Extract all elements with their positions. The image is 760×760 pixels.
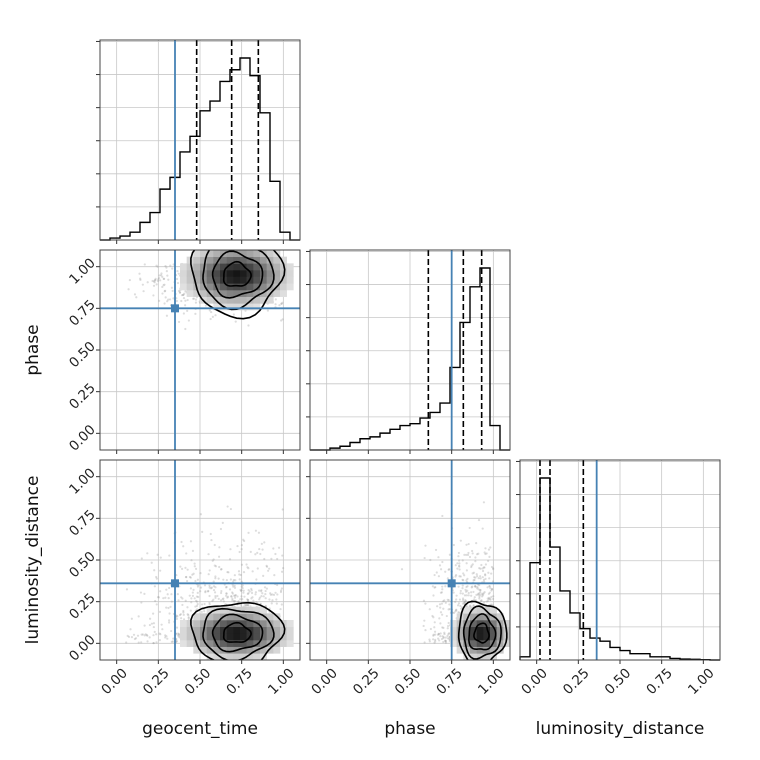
- x-tick-label: 0.75: [433, 665, 466, 698]
- x-tick-label: 1.00: [685, 665, 718, 698]
- scatter-luminosity_distance-vs-geocent_time-contour: [211, 613, 264, 653]
- hist-geocent_time-panel: [96, 39, 301, 244]
- y-tick-label: 0.00: [66, 632, 99, 665]
- y-tick-label: 1.00: [66, 255, 99, 288]
- y-tick-label: 0.00: [66, 422, 99, 455]
- y-tick-label: 0.75: [66, 297, 99, 330]
- hist-phase-frame: [309, 249, 511, 451]
- x-tick-label: 0.25: [560, 665, 593, 698]
- scatter-luminosity_distance-vs-geocent_time-contour: [190, 601, 286, 660]
- truth-marker: [171, 304, 179, 313]
- scatter-luminosity_distance-vs-geocent_time-frame: [99, 459, 301, 661]
- y-tick-label: 0.50: [66, 549, 99, 582]
- y-tick-label: 0.50: [66, 339, 99, 372]
- hist-geocent_time-frame: [99, 39, 301, 241]
- scatter-phase-vs-geocent_time-contour: [222, 260, 252, 287]
- y-axis-label-phase: phase: [23, 324, 43, 375]
- x-axis-label-geocent_time: geocent_time: [142, 719, 258, 739]
- hist-geocent_time-steps: [100, 57, 300, 241]
- y-tick-label: 1.00: [66, 465, 99, 498]
- hist-luminosity_distance-frame: [519, 459, 721, 661]
- x-tick-label: 0.00: [518, 665, 551, 698]
- truth-marker: [447, 579, 456, 588]
- scatter-luminosity_distance-vs-phase-panel: [306, 459, 511, 664]
- hist-luminosity_distance-panel: [516, 459, 721, 664]
- scatter-luminosity_distance-vs-geocent_time-contour: [222, 621, 252, 643]
- scatter-phase-vs-geocent_time-content: [100, 250, 300, 450]
- x-tick-label: 0.00: [308, 665, 341, 698]
- scatter-luminosity_distance-vs-geocent_time-panel: [96, 459, 301, 664]
- x-tick-label: 0.50: [602, 665, 635, 698]
- scatter-luminosity_distance-vs-phase-contour: [473, 622, 490, 644]
- x-tick-label: 0.50: [392, 665, 425, 698]
- x-tick-label: 1.00: [265, 665, 298, 698]
- scatter-phase-vs-geocent_time-panel: [96, 249, 301, 454]
- x-tick-label: 0.25: [350, 665, 383, 698]
- y-tick-label: 0.25: [66, 590, 99, 623]
- x-tick-label: 0.00: [98, 665, 131, 698]
- x-tick-label: 1.00: [475, 665, 508, 698]
- scatter-luminosity_distance-vs-geocent_time-content: [100, 460, 300, 660]
- truth-marker: [171, 579, 179, 588]
- x-axis-label-phase: phase: [384, 719, 435, 739]
- x-tick-label: 0.25: [140, 665, 173, 698]
- y-tick-label: 0.25: [66, 380, 99, 413]
- scatter-luminosity_distance-vs-geocent_time-contour: [202, 607, 275, 660]
- scatter-luminosity_distance-vs-phase-contour: [468, 613, 497, 651]
- hist-phase-panel: [306, 249, 511, 454]
- x-axis-label-luminosity_distance: luminosity_distance: [536, 719, 705, 739]
- x-tick-label: 0.75: [643, 665, 676, 698]
- scatter-phase-vs-geocent_time-contour: [211, 250, 264, 299]
- x-tick-label: 0.75: [223, 665, 256, 698]
- y-axis-label-luminosity_distance: luminosity_distance: [23, 476, 43, 645]
- hist-phase-steps: [310, 267, 510, 451]
- x-tick-label: 0.50: [182, 665, 215, 698]
- scatter-luminosity_distance-vs-phase-contour: [457, 600, 508, 660]
- scatter-phase-vs-geocent_time-contour: [190, 250, 286, 320]
- scatter-luminosity_distance-vs-phase-content: [310, 460, 510, 660]
- scatter-luminosity_distance-vs-phase-frame: [309, 459, 511, 661]
- scatter-phase-vs-geocent_time-contour: [202, 250, 275, 311]
- scatter-luminosity_distance-vs-phase-contour: [462, 605, 502, 660]
- y-tick-label: 0.75: [66, 507, 99, 540]
- scatter-phase-vs-geocent_time-frame: [99, 249, 301, 451]
